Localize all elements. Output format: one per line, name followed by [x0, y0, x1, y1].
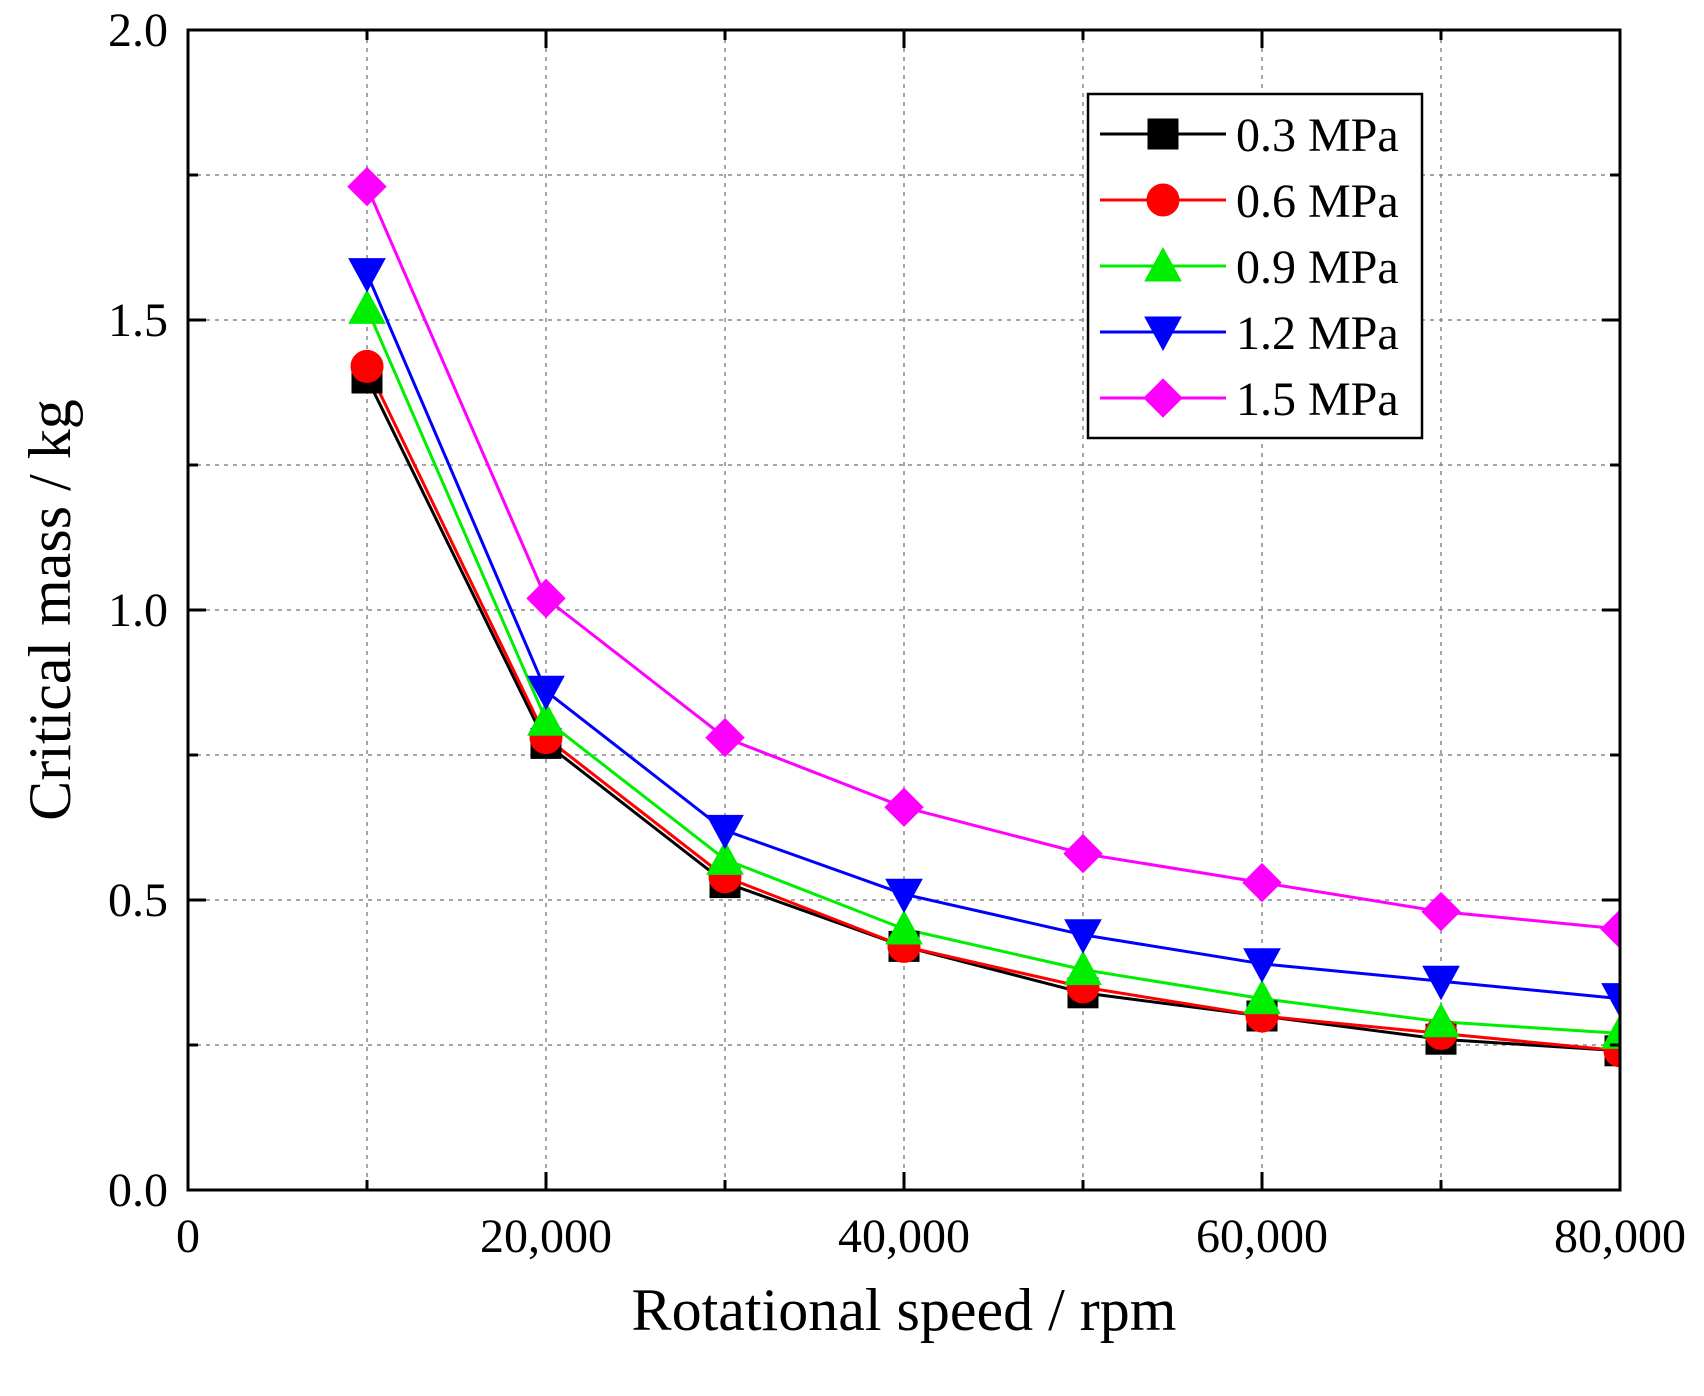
y-tick-label: 0.0	[108, 1164, 168, 1217]
legend-label: 0.3 MPa	[1236, 109, 1399, 162]
data-point	[348, 289, 386, 324]
data-point	[350, 349, 384, 383]
series-group	[365, 186, 1620, 1053]
data-point	[885, 878, 923, 914]
data-point	[1064, 950, 1102, 986]
x-tick-label: 80,000	[1554, 1210, 1686, 1263]
data-point	[706, 814, 744, 850]
y-axis-title: Critical mass / kg	[17, 399, 83, 821]
data-point	[1063, 833, 1103, 874]
legend-label: 0.6 MPa	[1236, 175, 1399, 228]
y-tick-label: 1.5	[108, 294, 168, 347]
legend-marker	[1144, 246, 1182, 282]
data-point	[1242, 862, 1282, 903]
y-tick-label: 1.0	[108, 584, 168, 637]
x-tick-label: 60,000	[1196, 1210, 1328, 1263]
legend-marker	[1147, 118, 1179, 150]
axis-ticks	[186, 28, 1622, 1192]
legend-label: 0.9 MPa	[1236, 241, 1399, 294]
data-point	[705, 717, 745, 758]
y-tick-label: 0.5	[108, 874, 168, 927]
data-point	[1422, 965, 1460, 1001]
data-point	[1243, 948, 1281, 983]
data-point	[1243, 979, 1281, 1015]
legend-marker	[1144, 316, 1182, 352]
data-point	[1600, 909, 1620, 949]
data-point	[526, 578, 566, 619]
series-line-1-5-mpa	[365, 186, 1620, 931]
x-axis-title: Rotational speed / rpm	[632, 1277, 1177, 1343]
marker-group	[347, 166, 1620, 1068]
data-point	[706, 840, 744, 875]
tick-labels: 0 20,000 40,000 60,000 80,000 0.0 0.5 1.0 1.5 2.0	[108, 4, 1686, 1263]
series-line-0-9-mpa	[365, 307, 1620, 1035]
series-line-0-3-mpa	[365, 377, 1620, 1053]
legend-marker	[1146, 183, 1180, 217]
x-tick-label: 40,000	[838, 1210, 970, 1263]
series-line-1-2-mpa	[365, 273, 1620, 1001]
data-point	[348, 258, 386, 293]
data-point	[527, 701, 565, 736]
data-point	[884, 787, 924, 827]
legend-marker	[1143, 378, 1183, 418]
x-tick-label: 20,000	[480, 1210, 612, 1263]
data-point	[1422, 1002, 1460, 1038]
data-point	[347, 166, 387, 207]
legend-label: 1.2 MPa	[1236, 307, 1399, 360]
legend-label: 1.5 MPa	[1236, 373, 1399, 426]
data-point	[1064, 919, 1102, 954]
legend: 0.3 MPa 0.6 MPa 0.9 MPa 1.2 MPa 1.5 MPa	[1086, 92, 1424, 440]
series-line-0-6-mpa	[365, 365, 1620, 1053]
data-point	[1601, 1014, 1620, 1049]
data-point	[885, 909, 923, 945]
data-point	[1421, 891, 1461, 932]
data-point	[1601, 983, 1620, 1018]
data-point	[527, 675, 565, 711]
y-tick-label: 2.0	[108, 4, 168, 57]
x-tick-label: 0	[176, 1210, 200, 1263]
